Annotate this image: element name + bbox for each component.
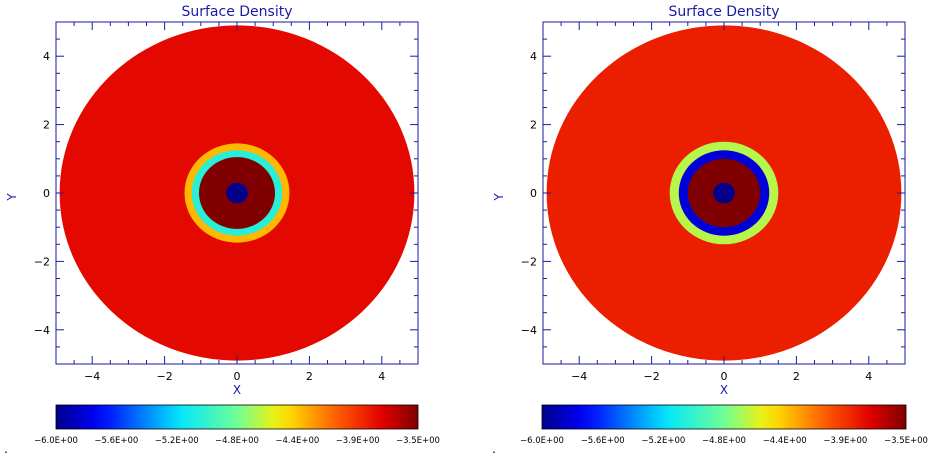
y-tick-label: −4 (521, 324, 537, 337)
colorbar-tick-label: −4.8E+00 (215, 436, 259, 446)
colorbar-tick-label: −4.4E+00 (275, 436, 319, 446)
chart-title: Surface Density (668, 4, 779, 20)
panel-1: Surface Density −4 −2 0 2 4 −4 −2 0 2 4 X Y −6.0E+00 −… (4, 4, 440, 456)
disk-ring-4 (226, 182, 248, 204)
colorbar-tick-label: −4.4E+00 (763, 436, 807, 446)
x-tick-label: 4 (378, 370, 385, 383)
panel-2: Surface Density −4 −2 0 2 4 −4 −2 0 2 4 X Y −6.0E+00 −… (492, 4, 928, 456)
x-tick-label: −4 (571, 370, 587, 383)
colorbar-tick-label: −3.5E+00 (396, 436, 440, 446)
dot-mark: . (4, 442, 8, 456)
y-axis-label: Y (5, 193, 19, 202)
x-tick-label: 4 (865, 370, 872, 383)
colorbar-tick-label: −3.5E+00 (884, 436, 928, 446)
colorbar-tick-label: −5.2E+00 (641, 436, 685, 446)
y-tick-label: −2 (34, 255, 50, 268)
y-tick-label: 4 (530, 50, 537, 63)
disk-ring-4 (713, 182, 735, 204)
colorbar-tick-label: −5.2E+00 (155, 436, 199, 446)
x-tick-label: −4 (84, 370, 100, 383)
colorbar-tick-label: −5.6E+00 (581, 436, 625, 446)
y-tick-label: 0 (43, 187, 50, 200)
x-tick-label: 2 (306, 370, 313, 383)
y-tick-label: 2 (43, 119, 50, 132)
dot-mark: . (492, 442, 496, 456)
colorbar-tick-label: −5.6E+00 (94, 436, 138, 446)
y-tick-label: −4 (34, 324, 50, 337)
y-axis-label: Y (492, 193, 506, 202)
colorbar-tick-label: −4.8E+00 (702, 436, 746, 446)
x-tick-label: 2 (793, 370, 800, 383)
x-tick-label: −2 (643, 370, 659, 383)
colorbar (55, 404, 419, 430)
y-tick-label: −2 (521, 255, 537, 268)
x-tick-label: 0 (721, 370, 728, 383)
y-tick-label: 4 (43, 50, 50, 63)
x-axis-label: X (720, 383, 728, 397)
chart-title: Surface Density (181, 4, 292, 20)
y-tick-label: 0 (530, 187, 537, 200)
colorbar-tick-label: −6.0E+00 (520, 436, 564, 446)
y-tick-label: 2 (530, 119, 537, 132)
colorbar-tick-label: −3.9E+00 (336, 436, 380, 446)
colorbar-tick-label: −3.9E+00 (823, 436, 867, 446)
colorbar-tick-label: −6.0E+00 (34, 436, 78, 446)
x-axis-label: X (233, 383, 241, 397)
x-tick-label: 0 (234, 370, 241, 383)
colorbar (541, 404, 907, 430)
x-tick-label: −2 (156, 370, 172, 383)
